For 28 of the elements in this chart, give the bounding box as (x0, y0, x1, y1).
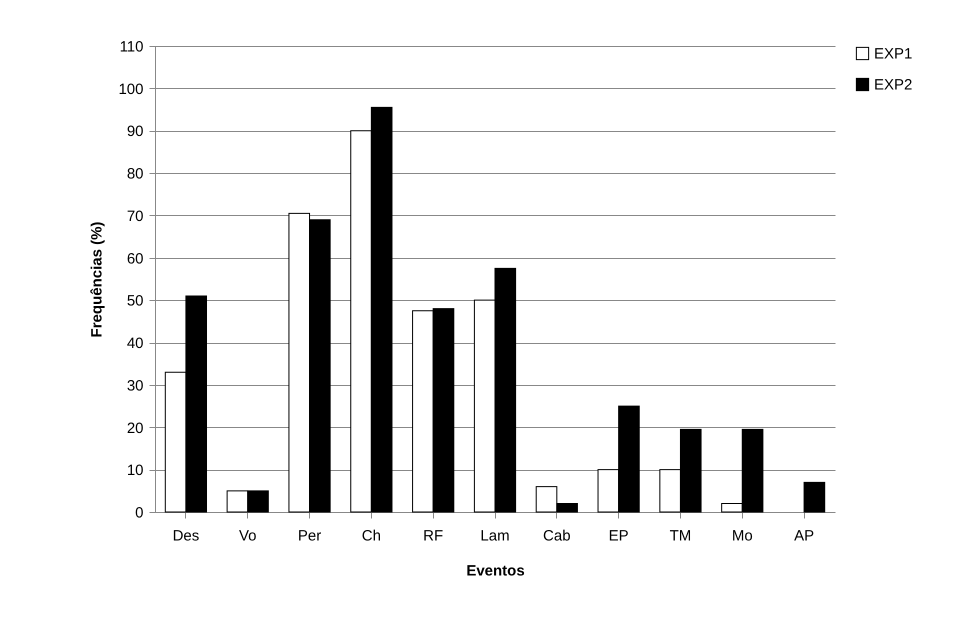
y-tick-label: 70 (126, 208, 144, 225)
x-tick-label: TM (670, 528, 692, 544)
legend-label: EXP1 (874, 46, 912, 62)
y-axis-title: Frequências (%) (88, 222, 106, 338)
y-tick-label: 40 (126, 335, 144, 352)
y-tick-label: 20 (126, 420, 144, 437)
y-tick-label: 30 (126, 377, 144, 394)
y-tick-label: 60 (126, 250, 144, 268)
x-tick-label: AP (794, 528, 814, 544)
legend-label: EXP2 (874, 76, 912, 94)
x-tick-label: Lam (480, 528, 510, 544)
y-tick-label: 50 (126, 292, 144, 310)
bar (804, 482, 826, 512)
x-tick-label: EP (608, 528, 629, 544)
y-tick-label: 10 (126, 462, 144, 480)
y-tick-label: 100 (118, 80, 144, 98)
y-tick-label: 80 (126, 166, 144, 183)
x-tick-label: RF (423, 528, 444, 544)
x-tick-label: Des (172, 528, 200, 544)
x-tick-label: Cab (543, 528, 571, 544)
y-tick-label: 90 (126, 123, 144, 140)
x-axis-title: Eventos (466, 562, 525, 580)
x-tick-label: Vo (238, 528, 256, 544)
x-tick-label: Per (298, 528, 322, 544)
x-tick-label: Ch (362, 528, 381, 544)
y-tick-label: 0 (135, 504, 144, 522)
x-tick-label: Mo (732, 528, 753, 544)
y-tick-label: 110 (120, 38, 144, 56)
